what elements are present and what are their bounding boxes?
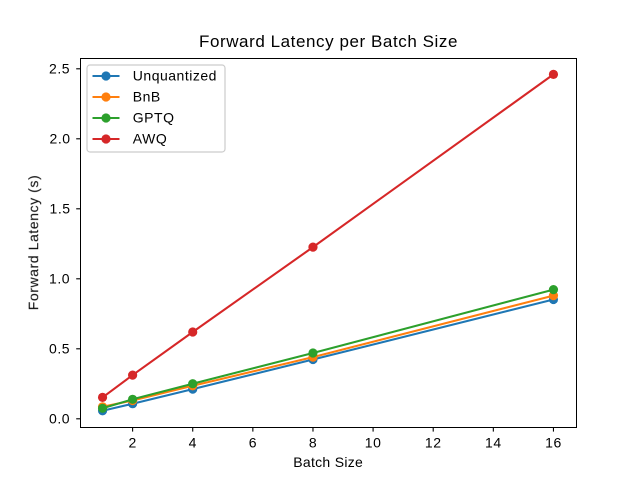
svg-text:Forward Latency (s): Forward Latency (s) bbox=[25, 175, 41, 311]
svg-text:0.0: 0.0 bbox=[49, 411, 70, 427]
svg-text:2.0: 2.0 bbox=[50, 131, 71, 147]
svg-text:2: 2 bbox=[128, 435, 136, 451]
svg-text:AWQ: AWQ bbox=[133, 130, 167, 146]
svg-text:BnB: BnB bbox=[133, 88, 161, 104]
svg-text:1.0: 1.0 bbox=[49, 271, 70, 287]
svg-text:14: 14 bbox=[485, 435, 502, 451]
svg-text:Batch Size: Batch Size bbox=[293, 454, 363, 470]
svg-text:0.5: 0.5 bbox=[49, 341, 70, 357]
svg-text:10: 10 bbox=[365, 435, 382, 451]
svg-text:Forward Latency per Batch Size: Forward Latency per Batch Size bbox=[199, 32, 458, 51]
svg-text:4: 4 bbox=[189, 435, 197, 451]
svg-text:16: 16 bbox=[545, 435, 562, 451]
svg-text:2.5: 2.5 bbox=[49, 61, 70, 77]
svg-text:8: 8 bbox=[309, 435, 317, 451]
svg-text:Unquantized: Unquantized bbox=[133, 67, 217, 83]
svg-text:12: 12 bbox=[425, 435, 442, 451]
svg-text:6: 6 bbox=[249, 435, 257, 451]
svg-text:GPTQ: GPTQ bbox=[133, 109, 175, 125]
svg-text:1.5: 1.5 bbox=[50, 201, 71, 217]
